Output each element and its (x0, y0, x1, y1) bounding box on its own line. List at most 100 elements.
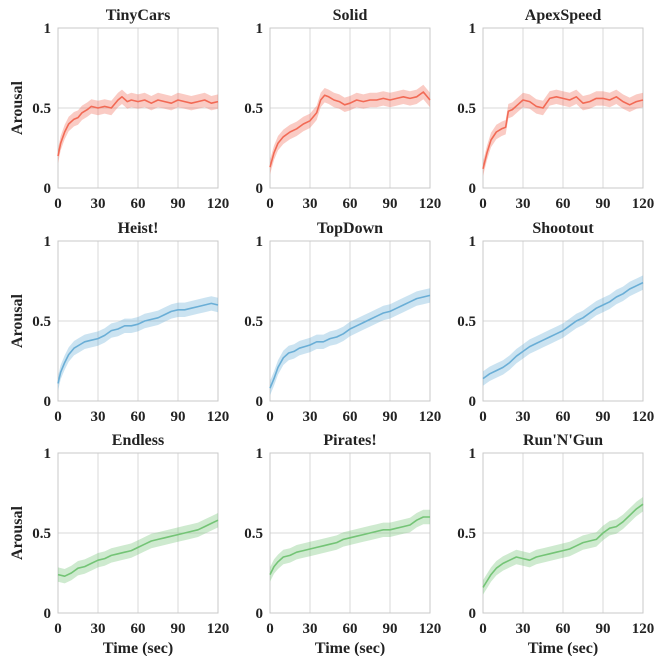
subplot-title: TinyCars (106, 7, 171, 24)
x-tick-label: 30 (303, 621, 318, 637)
subplot-6: Shootout 0 30 60 90 120 0 0.5 1 (457, 220, 654, 425)
x-tick-label: 30 (516, 196, 531, 212)
x-tick-label: 30 (303, 196, 318, 212)
x-tick-label: 30 (91, 196, 106, 212)
y-tick-label: 1 (469, 446, 477, 462)
x-tick-label: 90 (171, 196, 186, 212)
x-tick-label: 0 (266, 196, 274, 212)
plot-frame (269, 240, 431, 402)
x-tick-label: 120 (632, 409, 655, 425)
subplot-8: Pirates! 0 30 60 90 120 0 0.5 1 Time (sec) (244, 432, 441, 656)
x-axis-label: Time (sec) (528, 640, 598, 656)
confidence-band (270, 288, 430, 396)
x-tick-label: 120 (207, 196, 230, 212)
x-tick-label: 90 (383, 621, 398, 637)
y-tick-label: 0 (256, 394, 264, 410)
subplot-5: TopDown 0 30 60 90 120 0 0.5 1 (244, 220, 441, 425)
x-tick-label: 0 (266, 409, 274, 425)
x-tick-label: 90 (171, 621, 186, 637)
y-tick-label: 1 (44, 234, 52, 250)
x-tick-label: 120 (632, 196, 655, 212)
y-tick-label: 1 (469, 21, 477, 37)
y-tick-label: 0.5 (32, 314, 51, 330)
x-tick-label: 90 (171, 409, 186, 425)
x-tick-label: 60 (131, 196, 146, 212)
x-tick-label: 60 (343, 409, 358, 425)
x-tick-label: 60 (556, 621, 571, 637)
x-tick-label: 120 (207, 621, 230, 637)
y-axis-label: Arousal (9, 293, 26, 347)
series-line (482, 281, 644, 380)
x-tick-label: 0 (479, 196, 487, 212)
x-tick-label: 30 (91, 409, 106, 425)
x-tick-label: 60 (343, 621, 358, 637)
subplot-title: Run'N'Gun (523, 432, 603, 449)
y-tick-label: 0.5 (244, 101, 263, 117)
y-tick-label: 0.5 (457, 526, 476, 542)
x-tick-label: 60 (556, 196, 571, 212)
y-tick-label: 1 (256, 234, 264, 250)
subplot-title: TopDown (317, 220, 383, 237)
plot-frame (57, 240, 219, 402)
series-line (482, 96, 644, 169)
x-tick-label: 90 (383, 196, 398, 212)
x-axis-label: Time (sec) (315, 640, 385, 656)
x-tick-label: 120 (419, 409, 442, 425)
confidence-band (483, 89, 643, 176)
x-tick-label: 60 (131, 621, 146, 637)
subplot-title: ApexSpeed (525, 7, 602, 24)
y-tick-label: 1 (44, 446, 52, 462)
x-tick-label: 0 (479, 409, 487, 425)
subplot-3: ApexSpeed 0 30 60 90 120 0 0.5 1 (457, 7, 654, 212)
x-tick-label: 60 (556, 409, 571, 425)
y-axis-label: Arousal (9, 505, 26, 559)
confidence-band (483, 497, 643, 595)
y-tick-label: 0 (256, 606, 264, 622)
y-tick-label: 1 (44, 21, 52, 37)
x-tick-label: 120 (632, 621, 655, 637)
y-tick-label: 0 (256, 181, 264, 197)
y-tick-label: 0.5 (244, 314, 263, 330)
series-line (57, 302, 219, 384)
series-line (57, 519, 219, 578)
subplot-title: Heist! (118, 220, 159, 237)
x-tick-label: 90 (383, 409, 398, 425)
x-tick-label: 60 (343, 196, 358, 212)
y-tick-label: 0.5 (457, 314, 476, 330)
plot-frame (482, 452, 644, 614)
x-tick-label: 30 (303, 409, 318, 425)
x-tick-label: 120 (419, 621, 442, 637)
x-tick-label: 0 (479, 621, 487, 637)
y-tick-label: 0 (469, 394, 477, 410)
subplot-1: TinyCars 0 30 60 90 120 0 0.5 1 Arousal (9, 7, 229, 212)
plot-frame (57, 452, 219, 614)
y-tick-label: 0 (44, 606, 52, 622)
series-line (269, 91, 431, 168)
plot-frame (482, 27, 644, 189)
series-line (269, 294, 431, 389)
x-tick-label: 30 (516, 409, 531, 425)
subplot-title: Endless (112, 432, 164, 449)
y-tick-label: 1 (469, 234, 477, 250)
subplot-title: Shootout (532, 220, 594, 237)
plot-frame (269, 452, 431, 614)
y-tick-label: 1 (256, 446, 264, 462)
x-tick-label: 120 (419, 196, 442, 212)
x-axis-label: Time (sec) (103, 640, 173, 656)
confidence-band (270, 509, 430, 582)
x-tick-label: 0 (54, 621, 62, 637)
y-axis-label: Arousal (9, 80, 26, 134)
confidence-band (270, 84, 430, 175)
series-line (57, 96, 219, 157)
x-tick-label: 30 (91, 621, 106, 637)
plot-frame (482, 240, 644, 402)
x-tick-label: 30 (516, 621, 531, 637)
subplot-title: Solid (333, 7, 368, 24)
y-tick-label: 0 (469, 606, 477, 622)
subplot-7: Endless 0 30 60 90 120 0 0.5 1 Arousal Time (sec) (9, 432, 229, 656)
y-tick-label: 0.5 (32, 526, 51, 542)
y-tick-label: 0 (44, 181, 52, 197)
plot-frame (269, 27, 431, 189)
subplot-title: Pirates! (323, 432, 376, 449)
